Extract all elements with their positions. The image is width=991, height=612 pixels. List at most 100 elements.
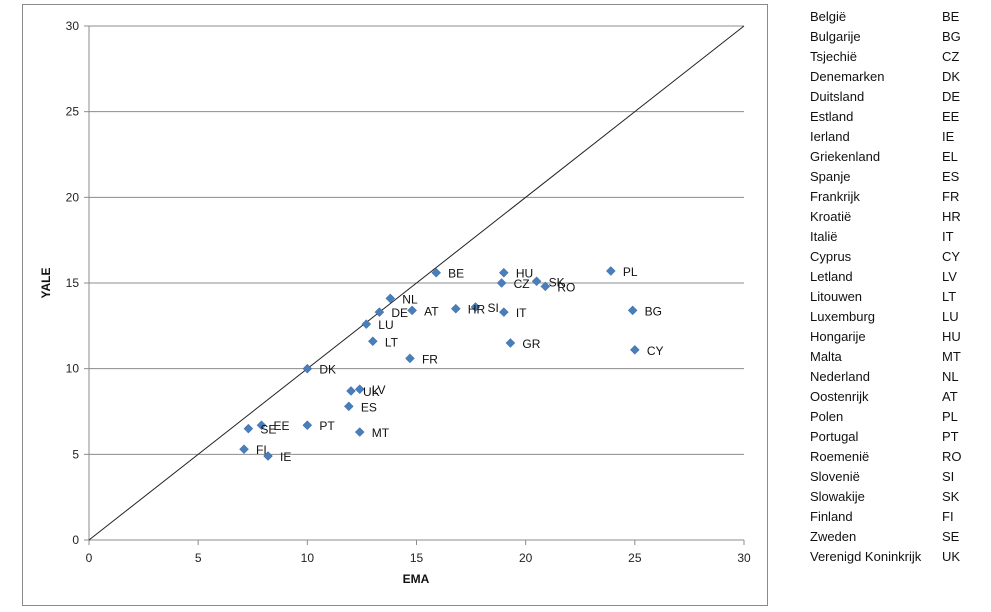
data-point-gr <box>505 338 516 348</box>
legend-row: Tsjechië CZ <box>810 47 966 67</box>
legend-row: Spanje ES <box>810 167 966 187</box>
x-tick-label: 5 <box>195 551 202 565</box>
point-label-fi: FI <box>256 443 267 457</box>
legend-country-code: MT <box>942 349 961 364</box>
legend-country-code: EL <box>942 149 958 164</box>
point-label-hu: HU <box>516 267 533 281</box>
legend-country-code: NL <box>942 369 959 384</box>
point-label-fr: FR <box>422 352 438 366</box>
y-tick-label: 30 <box>66 19 80 33</box>
legend-row: België BE <box>810 7 966 27</box>
legend-country-code: HR <box>942 209 961 224</box>
y-tick-label: 25 <box>66 105 80 119</box>
point-label-be: BE <box>448 267 464 281</box>
legend-country-name: Cyprus <box>810 249 852 264</box>
legend-country-name: Italië <box>810 229 838 244</box>
legend-country-code: IE <box>942 129 955 144</box>
legend-row: Verenigd Koninkrijk UK <box>810 547 966 567</box>
data-point-lv <box>354 384 365 395</box>
data-point-dk <box>302 363 313 374</box>
data-points <box>239 266 640 461</box>
legend-country-name: Estland <box>810 109 854 124</box>
data-point-fi <box>239 444 249 455</box>
point-label-bg: BG <box>645 304 662 318</box>
y-tick-label: 10 <box>66 362 80 376</box>
legend-country-name: Portugal <box>810 429 859 444</box>
legend-country-code: FI <box>942 509 954 524</box>
legend-country-name: Kroatië <box>810 209 852 224</box>
legend-country-name: Luxemburg <box>810 309 876 324</box>
legend-country-name: Bulgarije <box>810 29 861 44</box>
y-axis-title: YALE <box>39 268 53 299</box>
point-label-cz: CZ <box>514 277 530 291</box>
x-tick-label: 20 <box>519 551 533 565</box>
point-label-dk: DK <box>319 363 336 377</box>
legend-country-code: AT <box>942 389 958 404</box>
data-point-hr <box>450 303 461 314</box>
point-label-lv: LV <box>372 383 386 397</box>
y-tick-label: 20 <box>66 190 80 204</box>
point-label-sk: SK <box>549 275 565 289</box>
legend-row: Portugal PT <box>810 427 966 447</box>
gridlines <box>89 25 744 455</box>
x-tick-label: 10 <box>301 551 315 565</box>
data-point-ie <box>263 451 273 461</box>
legend-row: Slowakije SK <box>810 487 966 507</box>
legend-row: Denemarken DK <box>810 67 966 87</box>
legend-row: Finland FI <box>810 507 966 527</box>
data-point-cz <box>496 278 507 288</box>
data-point-nl <box>385 293 396 304</box>
point-label-de: DE <box>391 306 408 320</box>
point-label-pl: PL <box>623 265 638 279</box>
x-axis-title: EMA <box>403 572 430 586</box>
data-point-uk <box>346 386 356 396</box>
data-point-sk <box>531 276 542 287</box>
legend-country-code: IT <box>942 229 954 244</box>
x-tick-label: 25 <box>628 551 642 565</box>
data-point-it <box>498 307 509 317</box>
reference-line-layer <box>88 25 745 541</box>
legend-country-code: CY <box>942 249 961 264</box>
legend-country-code: SE <box>942 529 960 544</box>
legend-row: Litouwen LT <box>810 287 966 307</box>
data-point-pl <box>605 266 616 276</box>
country-code-legend: België BE Bulgarije BG Tsjechië CZ Denemarken D… <box>810 7 966 567</box>
legend-country-name: Litouwen <box>810 289 863 304</box>
legend-country-name: Griekenland <box>810 149 881 164</box>
legend-country-code: HU <box>942 329 961 344</box>
legend-country-code: FR <box>942 189 960 204</box>
legend-country-name: Ierland <box>810 129 850 144</box>
legend-country-code: BE <box>942 9 960 24</box>
legend-country-name: Frankrijk <box>810 189 860 204</box>
legend-country-name: Nederland <box>810 369 870 384</box>
legend-row: Oostenrijk AT <box>810 387 966 407</box>
legend-country-code: RO <box>942 449 962 464</box>
data-point-ro <box>540 281 551 292</box>
point-label-pt: PT <box>319 419 335 433</box>
legend-country-name: Oostenrijk <box>810 389 869 404</box>
legend-country-code: ES <box>942 169 960 184</box>
legend-country-code: LV <box>942 269 957 284</box>
legend-country-name: Slovenië <box>810 469 860 484</box>
legend-country-code: SI <box>942 469 955 484</box>
legend-row: Letland LV <box>810 267 966 287</box>
legend-country-name: Letland <box>810 269 853 284</box>
legend-row: Malta MT <box>810 347 966 367</box>
data-point-at <box>407 305 417 316</box>
point-label-mt: MT <box>372 426 390 440</box>
legend-row: Kroatië HR <box>810 207 966 227</box>
data-point-lt <box>367 336 378 347</box>
legend-country-code: CZ <box>942 49 960 64</box>
legend-country-name: Verenigd Koninkrijk <box>810 549 922 564</box>
legend-row: Ierland IE <box>810 127 966 147</box>
point-label-ro: RO <box>557 280 575 294</box>
point-label-lt: LT <box>385 335 399 349</box>
point-labels: BE BG CZ DK DE EE IE GR ES FR HR IT CY LV LT LU HU MT NL AT… <box>256 265 663 464</box>
point-label-ie: IE <box>280 450 291 464</box>
legend-country-name: Polen <box>810 409 844 424</box>
data-point-ee <box>256 420 267 431</box>
legend-country-code: EE <box>942 109 960 124</box>
reference-diagonal-line <box>88 25 745 541</box>
y-tick-label: 0 <box>72 533 79 547</box>
